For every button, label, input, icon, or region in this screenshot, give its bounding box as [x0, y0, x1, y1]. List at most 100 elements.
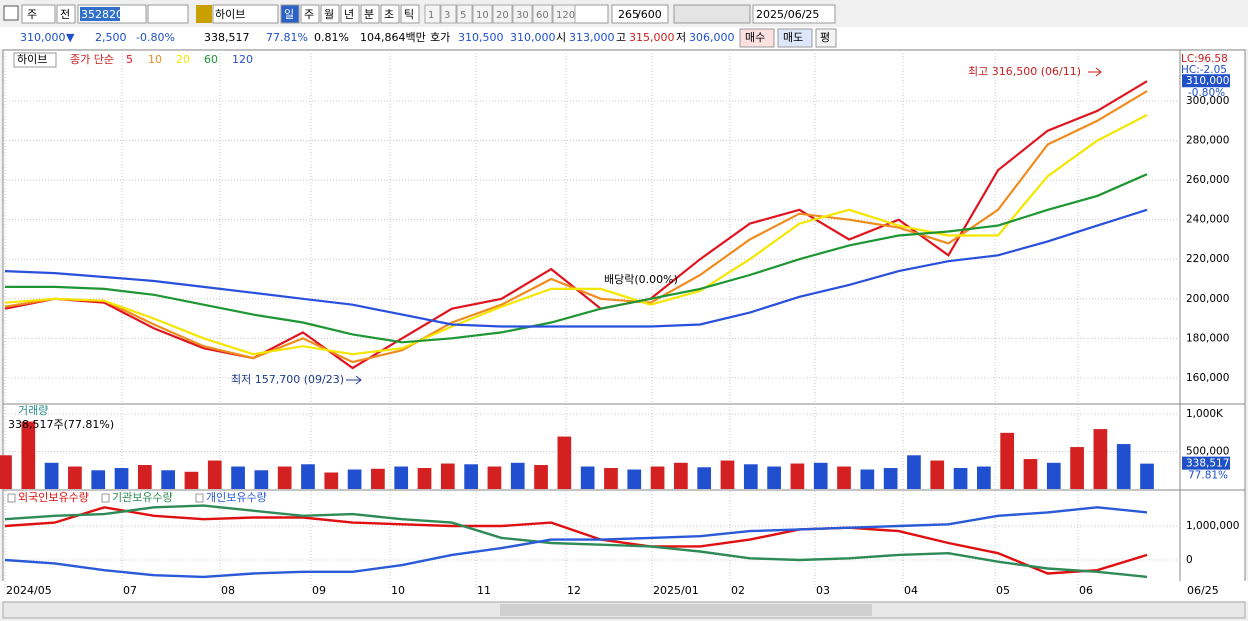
y-tick-label: 260,000 — [1186, 174, 1229, 186]
volume-bar — [1000, 432, 1015, 489]
y-tick-label: 200,000 — [1186, 293, 1229, 305]
y-tick-label: 160,000 — [1186, 372, 1229, 384]
x-tick-label: 11 — [477, 584, 491, 597]
period-button[interactable] — [280, 4, 300, 24]
volume-title: 거래량 — [18, 404, 48, 417]
annotation-high: 최고 316,500 (06/11) — [968, 65, 1081, 78]
empty-combo[interactable] — [571, 4, 609, 24]
interval-text: 20 — [496, 10, 509, 21]
open: 313,000 — [569, 31, 615, 44]
x-tick-label: 02 — [731, 584, 745, 597]
high-label: 고 — [616, 31, 626, 44]
volume-bar — [790, 463, 805, 489]
period-button[interactable] — [380, 4, 400, 24]
change: 2,500 — [95, 31, 127, 44]
volume-bar — [837, 466, 851, 489]
interval-button[interactable] — [512, 4, 533, 24]
volume-bar — [277, 466, 292, 489]
interval-button[interactable] — [492, 4, 513, 24]
volume-bar — [207, 460, 222, 489]
sell-text: 매도 — [783, 31, 803, 44]
interval-text: 30 — [516, 10, 529, 21]
y-tick-label: 1,000,000 — [1186, 520, 1239, 532]
arrow: ▼ — [66, 31, 75, 44]
period-button[interactable] — [320, 4, 340, 24]
last-volume-label: 338,517 — [1186, 458, 1229, 470]
sell-button[interactable] — [777, 28, 813, 48]
volume-bar — [767, 466, 781, 489]
volume-bar — [114, 468, 129, 489]
legend-entry: 20 — [176, 53, 190, 66]
search-icons[interactable] — [147, 4, 189, 24]
period-button[interactable] — [400, 4, 420, 24]
legend-name-box — [13, 52, 57, 68]
x-tick-label: 06 — [1079, 584, 1093, 597]
last-volume-box — [1182, 456, 1230, 470]
window-icon[interactable] — [3, 5, 19, 21]
volume-bar — [44, 462, 59, 489]
interval-button[interactable] — [440, 4, 457, 24]
volume-bar — [930, 460, 945, 489]
bid-label: 호가 — [430, 31, 450, 44]
series-line — [4, 506, 1148, 579]
avg-text: 평 — [820, 31, 830, 44]
period-button[interactable] — [300, 4, 320, 24]
interval-button[interactable] — [552, 4, 576, 24]
interval-button[interactable] — [456, 4, 473, 24]
volume-bar — [91, 470, 106, 489]
interval-text: 1 — [428, 10, 434, 21]
volume-bar — [161, 470, 175, 489]
period-text: 초 — [384, 8, 394, 21]
buy-text: 매수 — [745, 31, 765, 44]
series-line — [4, 208, 1148, 328]
legend-entry: 120 — [232, 53, 253, 66]
period-text: 년 — [344, 8, 354, 21]
low: 306,000 — [689, 31, 735, 44]
interval-button[interactable] — [424, 4, 441, 24]
volume-bar — [674, 462, 688, 489]
series-line — [4, 506, 1148, 575]
interval-button[interactable] — [472, 4, 493, 24]
period-button[interactable] — [340, 4, 360, 24]
period-text: 주 — [304, 8, 314, 21]
interval-text: 60 — [536, 10, 549, 21]
interval-button[interactable] — [532, 4, 553, 24]
volume-bar — [417, 468, 432, 489]
volume-bar — [510, 462, 525, 489]
legend-name: 하이브 — [17, 52, 47, 66]
tool-icons[interactable] — [673, 4, 751, 24]
last-price-box — [1182, 74, 1230, 88]
volume-bar — [907, 455, 921, 489]
last-change: -0.80% — [1188, 87, 1225, 99]
volume-bar — [371, 468, 385, 489]
date-box[interactable] — [752, 4, 836, 24]
annotation-dividend: 배당락(0.00%) — [604, 273, 678, 286]
volume-bar — [627, 469, 642, 489]
volume-bar — [1140, 463, 1154, 489]
price: 310,000 — [20, 31, 66, 44]
scroll-thumb[interactable] — [500, 604, 872, 616]
volume-bar — [1070, 447, 1084, 489]
count-box[interactable] — [611, 4, 669, 24]
volume-bar — [743, 464, 758, 489]
stock-name: 하이브 — [215, 7, 245, 21]
prev-button[interactable] — [56, 4, 76, 24]
period-text: 일 — [284, 7, 294, 21]
buy-button[interactable] — [739, 28, 775, 48]
volume-bar — [720, 460, 735, 489]
market-select[interactable] — [21, 4, 56, 24]
y-tick-label: 240,000 — [1186, 214, 1229, 226]
volume-bar — [650, 466, 665, 489]
name-box — [212, 4, 279, 24]
quote-bar — [0, 27, 1248, 49]
period-text: 월 — [324, 8, 334, 21]
turnover: 0.81% — [314, 31, 349, 44]
volume-ratio: 77.81% — [266, 31, 308, 44]
volume-bar — [977, 466, 991, 489]
legend-entry: 5 — [126, 53, 133, 66]
count-max: /600 — [637, 8, 662, 21]
y-tick-label: 500,000 — [1186, 446, 1229, 458]
x-tick-label: 05 — [996, 584, 1010, 597]
avg-button[interactable] — [815, 28, 837, 48]
period-button[interactable] — [360, 4, 380, 24]
